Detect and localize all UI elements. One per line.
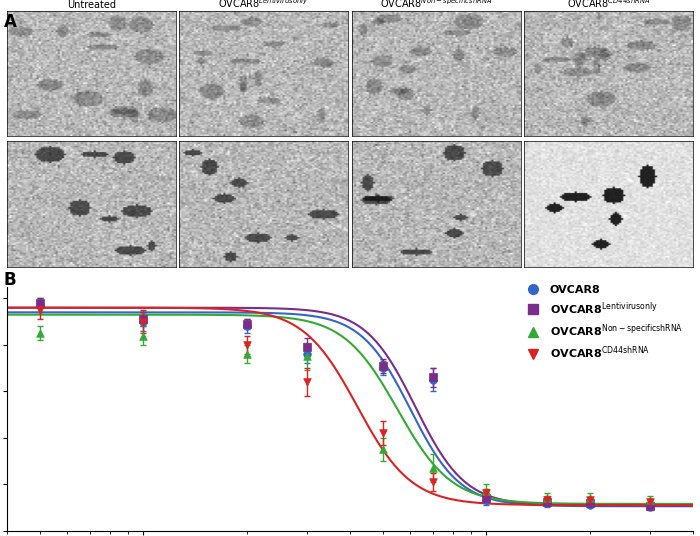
Point bbox=[302, 343, 313, 352]
Point bbox=[302, 378, 313, 386]
Point bbox=[138, 315, 149, 324]
Point bbox=[34, 329, 46, 338]
Title: OVCAR8$^{CD44 shRNA}$: OVCAR8$^{CD44 shRNA}$ bbox=[567, 0, 650, 10]
Point bbox=[428, 373, 439, 382]
Point bbox=[584, 498, 595, 507]
Point bbox=[584, 501, 595, 509]
Point bbox=[645, 497, 656, 506]
Point bbox=[377, 429, 388, 437]
Point bbox=[34, 306, 46, 314]
Point bbox=[377, 445, 388, 453]
Point bbox=[377, 364, 388, 373]
Point bbox=[241, 322, 252, 331]
Point bbox=[584, 496, 595, 505]
Legend: OVCAR8, OVCAR8$^{\rm Lentivirus only}$, OVCAR8$^{\rm Non-specific shRNA}$, OVCAR: OVCAR8, OVCAR8$^{\rm Lentivirus only}$, … bbox=[517, 280, 687, 366]
Point bbox=[302, 352, 313, 361]
Title: OVCAR8$^{Non-specific shRNA}$: OVCAR8$^{Non-specific shRNA}$ bbox=[380, 0, 493, 10]
Point bbox=[481, 494, 492, 502]
Point bbox=[138, 317, 149, 326]
Text: B: B bbox=[4, 271, 16, 289]
Point bbox=[481, 489, 492, 498]
Point bbox=[541, 498, 552, 507]
Point bbox=[541, 496, 552, 505]
Point bbox=[34, 299, 46, 307]
Point bbox=[481, 487, 492, 495]
Point bbox=[541, 494, 552, 502]
Point bbox=[481, 496, 492, 505]
Point bbox=[138, 317, 149, 326]
Point bbox=[302, 350, 313, 359]
Point bbox=[541, 497, 552, 506]
Point bbox=[428, 464, 439, 472]
Point bbox=[584, 494, 595, 502]
Point bbox=[377, 361, 388, 370]
Title: Untreated: Untreated bbox=[67, 0, 116, 10]
Point bbox=[428, 375, 439, 384]
Point bbox=[428, 478, 439, 486]
Point bbox=[138, 331, 149, 340]
Point bbox=[645, 503, 656, 512]
Point bbox=[241, 350, 252, 359]
Point bbox=[241, 319, 252, 328]
Point bbox=[34, 301, 46, 310]
Title: OVCAR8$^{Lentivirus only}$: OVCAR8$^{Lentivirus only}$ bbox=[218, 0, 309, 10]
Point bbox=[645, 502, 656, 511]
Point bbox=[645, 496, 656, 505]
Point bbox=[241, 340, 252, 349]
Text: A: A bbox=[4, 13, 16, 32]
